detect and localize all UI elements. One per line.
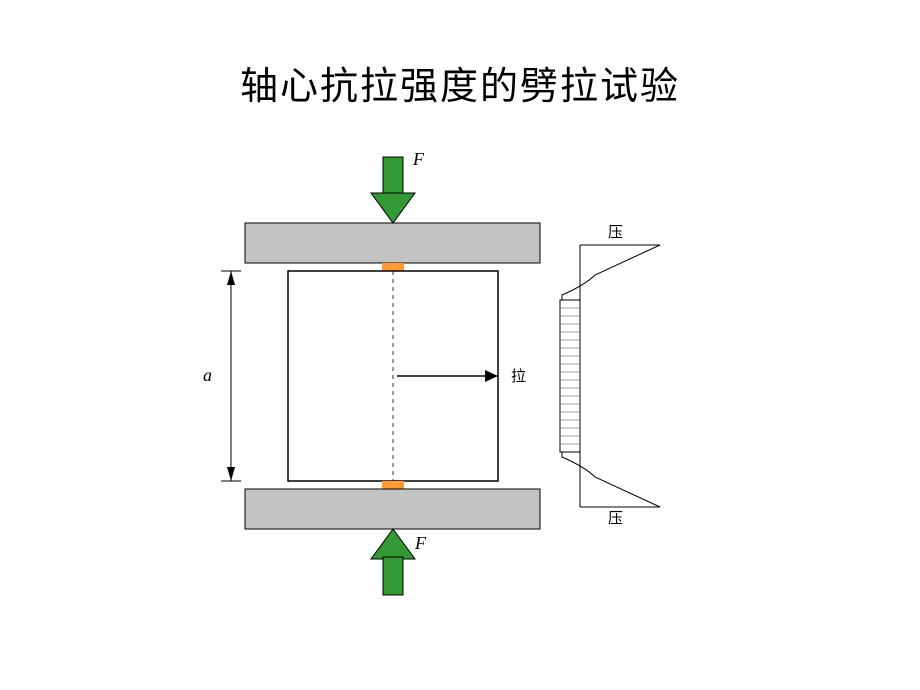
splitting-test-diagram: F 拉 F a 压 压: [185, 145, 735, 615]
bottom-plate: [245, 489, 540, 529]
tension-label: 拉: [511, 368, 526, 385]
force-label-bottom: F: [414, 533, 427, 553]
compression-label-bottom: 压: [608, 510, 623, 527]
force-label-top: F: [412, 149, 425, 169]
force-arrow-top: F: [371, 149, 425, 223]
stress-distribution: 压 压: [560, 224, 660, 527]
compression-label-top: 压: [608, 224, 623, 241]
tension-hatch: [560, 300, 580, 452]
dimension-label: a: [203, 365, 212, 385]
bottom-pad: [382, 481, 404, 489]
top-pad: [382, 263, 404, 271]
page-title: 轴心抗拉强度的劈拉试验: [0, 55, 920, 110]
top-plate: [245, 223, 540, 263]
dimension-a: a: [203, 271, 241, 481]
force-arrow-bottom: F: [371, 529, 427, 595]
